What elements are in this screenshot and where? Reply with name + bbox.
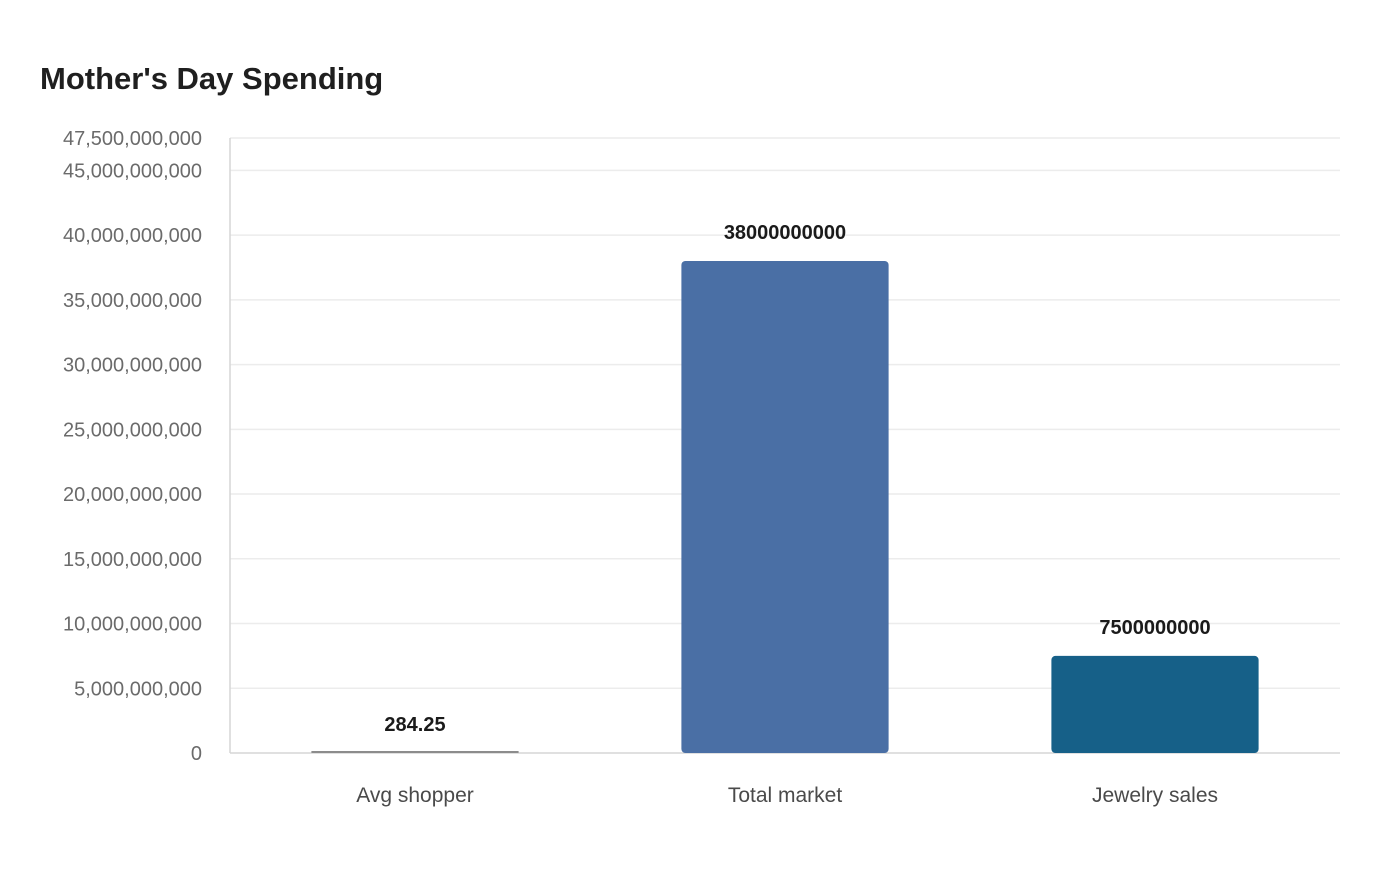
data-label: 7500000000 bbox=[1099, 617, 1210, 639]
bar bbox=[311, 751, 519, 753]
data-label: 38000000000 bbox=[724, 222, 846, 244]
axes: 0 5,000,000,000 10,000,000,000 15,000,000,0… bbox=[63, 128, 1340, 765]
y-tick-label: 20,000,000,000 bbox=[63, 484, 202, 506]
bar bbox=[681, 261, 889, 753]
y-tick-label: 25,000,000,000 bbox=[63, 419, 202, 441]
x-tick-label: Jewelry sales bbox=[1092, 784, 1218, 807]
y-tick-label: 30,000,000,000 bbox=[63, 355, 202, 377]
y-tick-label: 5,000,000,000 bbox=[74, 678, 202, 700]
y-tick-label: 45,000,000,000 bbox=[63, 160, 202, 182]
x-tick-label: Total market bbox=[728, 784, 843, 807]
y-tick-label: 40,000,000,000 bbox=[63, 225, 202, 247]
y-tick-label: 35,000,000,000 bbox=[63, 290, 202, 312]
y-tick-label: 47,500,000,000 bbox=[63, 128, 202, 150]
x-tick-label: Avg shopper bbox=[356, 784, 474, 807]
labels: 284.25 Avg shopper 38000000000 Total market… bbox=[356, 222, 1218, 807]
y-tick-label: 10,000,000,000 bbox=[63, 614, 202, 636]
chart-title: Mother's Day Spending bbox=[40, 61, 384, 96]
data-label: 284.25 bbox=[384, 714, 445, 736]
bars bbox=[311, 261, 1259, 753]
bar bbox=[1051, 655, 1259, 753]
y-tick-label: 0 bbox=[191, 743, 202, 765]
y-tick-label: 15,000,000,000 bbox=[63, 549, 202, 571]
